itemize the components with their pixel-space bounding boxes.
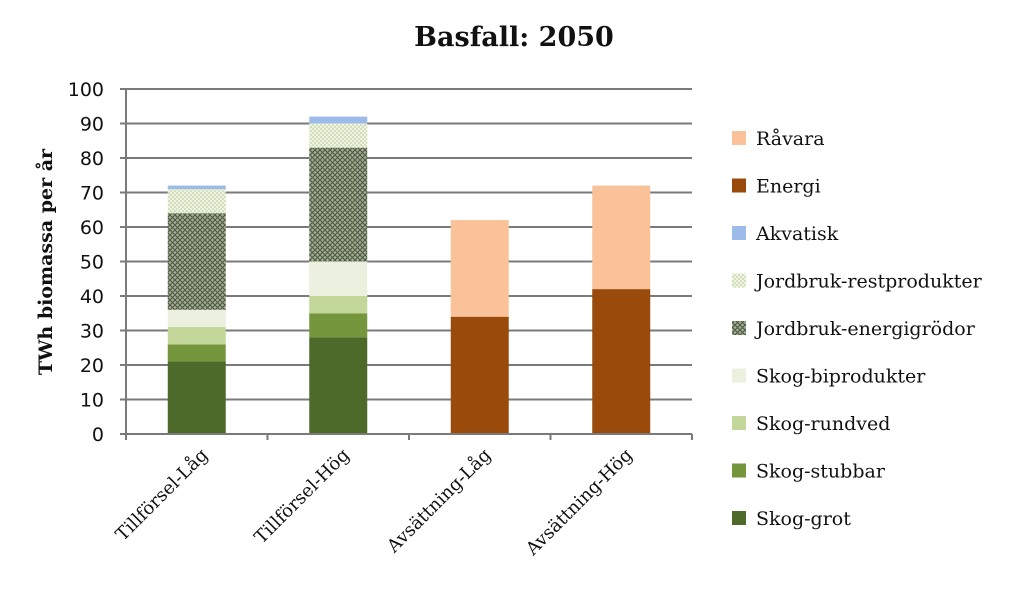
bar-tillforsel-lag-jordbruk-restprodukter xyxy=(167,189,226,214)
bar-avsattning-lag-energi xyxy=(450,316,509,434)
category-labels: Tillförsel-Låg Tillförsel-Hög Avsättning-L… xyxy=(111,444,637,560)
legend-label-skog-biprodukter: Skog-biprodukter xyxy=(756,366,926,388)
y-tick-label-30: 30 xyxy=(80,321,104,343)
bar-tillforsel-lag-skog-grot xyxy=(167,361,226,434)
legend-label-skog-grot: Skog-grot xyxy=(756,508,851,530)
bar-tillforsel-lag-jordbruk-energigrodor xyxy=(167,213,226,310)
legend-label-akvatisk: Akvatisk xyxy=(755,223,839,245)
axes xyxy=(120,88,693,440)
bar-tillforsel-hog-skog-stubbar xyxy=(309,313,368,338)
chart-title: Basfall: 2050 xyxy=(414,22,614,53)
bar-avsattning-lag-ravara xyxy=(450,220,509,317)
bar-tillforsel-hog-akvatisk xyxy=(309,116,368,124)
legend-label-skog-rundved: Skog-rundved xyxy=(756,413,890,435)
bar-tillforsel-lag-skog-rundved xyxy=(167,327,226,345)
legend-swatch-jordbruk-energigrodor xyxy=(732,321,746,335)
bar-tillforsel-hog-skog-grot xyxy=(309,337,368,434)
y-tick-label-90: 90 xyxy=(80,114,104,136)
legend: Råvara Energi Akvatisk Jordbruk-restprodukt… xyxy=(732,128,983,530)
legend-label-ravara: Råvara xyxy=(756,128,825,150)
bars xyxy=(167,116,651,434)
y-tick-label-80: 80 xyxy=(80,148,104,170)
legend-label-energi: Energi xyxy=(756,176,821,198)
y-tick-label-50: 50 xyxy=(80,252,104,274)
bar-avsattning-hog-energi xyxy=(592,289,651,434)
bar-tillforsel-lag-akvatisk xyxy=(167,185,226,190)
bar-tillforsel-lag-skog-biprodukter xyxy=(167,309,226,328)
bar-tillforsel-lag-skog-stubbar xyxy=(167,344,226,362)
y-axis-label: TWh biomassa per år xyxy=(34,148,57,375)
legend-label-skog-stubbar: Skog-stubbar xyxy=(756,461,886,483)
category-label-tillforsel-lag: Tillförsel-Låg xyxy=(111,444,212,545)
y-tick-label-100: 100 xyxy=(68,79,104,101)
legend-swatch-skog-grot xyxy=(732,511,746,525)
legend-swatch-skog-rundved xyxy=(732,416,746,430)
legend-swatch-skog-biprodukter xyxy=(732,368,746,383)
category-label-avsattning-lag: Avsättning-Låg xyxy=(382,444,496,558)
legend-swatch-akvatisk xyxy=(732,226,746,240)
y-tick-label-40: 40 xyxy=(80,286,104,308)
category-label-tillforsel-hog: Tillförsel-Hög xyxy=(250,445,353,548)
bar-avsattning-hog-ravara xyxy=(592,185,651,290)
legend-label-jordbruk-restprodukter: Jordbruk-restprodukter xyxy=(754,271,983,293)
bar-tillforsel-hog-skog-biprodukter xyxy=(309,261,368,296)
bar-tillforsel-hog-jordbruk-energigrodor xyxy=(309,147,368,262)
legend-swatch-energi xyxy=(732,178,746,193)
y-tick-label-70: 70 xyxy=(80,183,104,205)
legend-swatch-ravara xyxy=(732,131,746,145)
bar-tillforsel-hog-jordbruk-restprodukter xyxy=(309,123,368,148)
y-tick-label-60: 60 xyxy=(80,217,104,239)
category-label-avsattning-hog: Avsättning-Hög xyxy=(521,445,637,561)
y-tick-labels: 0 10 20 30 40 50 60 70 80 90 100 xyxy=(68,79,104,446)
legend-swatch-skog-stubbar xyxy=(732,463,746,478)
legend-label-jordbruk-energigrodor: Jordbruk-energigrödor xyxy=(754,318,976,340)
y-tick-label-20: 20 xyxy=(80,355,104,377)
y-tick-label-10: 10 xyxy=(80,390,104,412)
legend-swatch-jordbruk-restprodukter xyxy=(732,273,746,288)
bar-tillforsel-hog-skog-rundved xyxy=(309,296,368,314)
y-tick-label-0: 0 xyxy=(92,424,104,446)
